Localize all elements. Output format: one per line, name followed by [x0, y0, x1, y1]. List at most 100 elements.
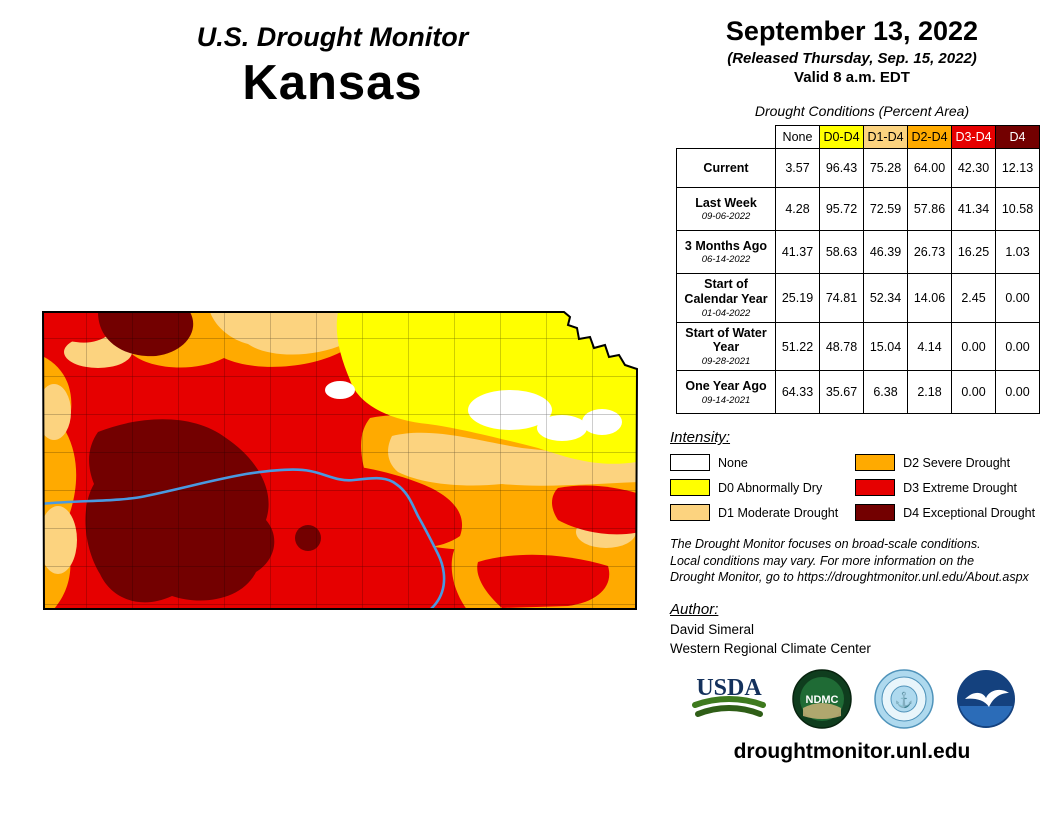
- disclaimer-text: The Drought Monitor focuses on broad-sca…: [670, 536, 1042, 586]
- map-container: [40, 300, 640, 613]
- table-cell: 14.06: [907, 273, 952, 323]
- legend-label: None: [718, 455, 748, 470]
- table-cell: 58.63: [819, 230, 864, 274]
- table-cell: 42.30: [951, 148, 996, 188]
- row-date: 01-04-2022: [701, 307, 751, 319]
- row-label-text: Last Week: [695, 195, 757, 210]
- col-header-d1-d4: D1-D4: [863, 125, 908, 149]
- author-block: Author: David Simeral Western Regional C…: [670, 601, 1042, 656]
- row-date: 09-06-2022: [701, 211, 751, 223]
- table-cell: 4.14: [907, 321, 952, 372]
- kansas-outline: [41, 311, 639, 610]
- right-column: September 13, 2022 (Released Thursday, S…: [662, 16, 1042, 764]
- row-label: Start of Calendar Year 01-04-2022: [676, 273, 776, 323]
- table-cell: 12.13: [995, 148, 1040, 188]
- table-cell: 1.03: [995, 230, 1040, 274]
- legend-item-d2: D2 Severe Drought: [855, 454, 1042, 472]
- noaa-seagull-icon: [965, 689, 1009, 707]
- table-cell: 26.73: [907, 230, 952, 274]
- table-cell: 46.39: [863, 230, 908, 274]
- legend-label: D2 Severe Drought: [903, 455, 1011, 470]
- table-cell: 2.45: [951, 273, 996, 323]
- table-cell: 25.19: [775, 273, 820, 323]
- site-url: droughtmonitor.unl.edu: [733, 739, 971, 763]
- author-heading: Author:: [670, 600, 719, 618]
- row-label-text: Start of Water Year: [685, 325, 767, 355]
- kansas-drought-map: [41, 311, 639, 610]
- ndmc-wordmark: NDMC: [806, 694, 839, 706]
- table-cell: 64.00: [907, 148, 952, 188]
- none-swatch: [670, 454, 710, 472]
- county-boundaries: [43, 312, 637, 609]
- table-cell: 48.78: [819, 321, 864, 372]
- table-cell: 41.37: [775, 230, 820, 274]
- legend-label: D4 Exceptional Drought: [903, 505, 1036, 520]
- table-cell: 51.22: [775, 321, 820, 372]
- table-cell: 72.59: [863, 187, 908, 231]
- legend-item-d0: D0 Abnormally Dry: [670, 479, 845, 497]
- table-cell: 75.28: [863, 148, 908, 188]
- d0-swatch: [670, 479, 710, 497]
- row-label: Start of Water Year 09-28-2021: [676, 321, 776, 372]
- col-header-d3-d4: D3-D4: [951, 125, 996, 149]
- release-date: (Released Thursday, Sep. 15, 2022): [727, 50, 977, 67]
- author-org: Western Regional Climate Center: [670, 640, 871, 656]
- disclaimer-line: The Drought Monitor focuses on broad-sca…: [670, 537, 981, 552]
- d2-swatch: [855, 454, 896, 472]
- table-cell: 16.25: [951, 230, 996, 274]
- date-block: September 13, 2022 (Released Thursday, S…: [662, 16, 1042, 86]
- disclaimer-line: Local conditions may vary. For more info…: [670, 553, 975, 568]
- table-cell: 0.00: [951, 321, 996, 372]
- d4-swatch: [855, 504, 896, 522]
- row-label: Current: [676, 148, 776, 188]
- legend-item-d1: D1 Moderate Drought: [670, 504, 845, 522]
- d3-swatch: [855, 479, 896, 497]
- row-label: Last Week 09-06-2022: [676, 187, 776, 231]
- table-cell: 52.34: [863, 273, 908, 323]
- row-label-text: 3 Months Ago: [684, 238, 768, 253]
- table-row: Last Week 09-06-2022 4.28 95.72 72.59 57.…: [676, 187, 1040, 231]
- table-cell: 6.38: [863, 370, 908, 415]
- table-header-row: None D0-D4 D1-D4 D2-D4 D3-D4 D4: [676, 125, 1040, 149]
- col-header-d0-d4: D0-D4: [819, 125, 864, 149]
- row-label: One Year Ago 09-14-2021: [676, 370, 776, 415]
- row-label-text: One Year Ago: [685, 378, 767, 393]
- col-header-none: None: [775, 125, 820, 149]
- row-label: 3 Months Ago 06-14-2022: [676, 230, 776, 274]
- author-name: David Simeral: [670, 621, 755, 637]
- legend-item-d4: D4 Exceptional Drought: [855, 504, 1042, 522]
- intensity-legend: Intensity: None D0 Abnormally Dry D1 Mod…: [670, 429, 1042, 522]
- table-row: Start of Calendar Year 01-04-2022 25.19 7…: [676, 273, 1040, 323]
- d1-swatch: [670, 504, 710, 522]
- state-name: Kansas: [242, 56, 423, 110]
- table-cell: 57.86: [907, 187, 952, 231]
- table-cell: 74.81: [819, 273, 864, 323]
- table-caption: Drought Conditions (Percent Area): [754, 103, 970, 119]
- disclaimer-line: Drought Monitor, go to https://droughtmo…: [670, 570, 1029, 585]
- seal-emblem-icon: ⚓: [895, 691, 914, 709]
- table-cell: 3.57: [775, 148, 820, 188]
- arkansas-river-line: [43, 468, 446, 609]
- noaa-logo: [957, 669, 1015, 728]
- table-cell: 0.00: [995, 370, 1040, 415]
- corner-cell: [676, 125, 776, 149]
- report-date: September 13, 2022: [725, 16, 979, 46]
- row-label-text: Current: [703, 160, 749, 175]
- row-date: 06-14-2022: [701, 254, 751, 266]
- legend-item-none: None: [670, 454, 845, 472]
- table-cell: 35.67: [819, 370, 864, 415]
- logo-row: USDA NDMC ⚓: [662, 668, 1042, 730]
- legend-label: D3 Extreme Drought: [903, 480, 1018, 495]
- ndmc-logo: NDMC: [792, 669, 852, 729]
- table-cell: 41.34: [951, 187, 996, 231]
- row-label-text: Start of Calendar Year: [684, 277, 768, 306]
- table-cell: 15.04: [863, 321, 908, 372]
- table-cell: 0.00: [995, 273, 1040, 323]
- table-row: Start of Water Year 09-28-2021 51.22 48.7…: [676, 321, 1040, 372]
- table-cell: 4.28: [775, 187, 820, 231]
- col-header-d2-d4: D2-D4: [907, 125, 952, 149]
- row-date: 09-28-2021: [701, 356, 751, 368]
- legend-grid: None D0 Abnormally Dry D1 Moderate Droug…: [670, 454, 1042, 522]
- table-cell: 95.72: [819, 187, 864, 231]
- legend-label: D0 Abnormally Dry: [718, 480, 823, 495]
